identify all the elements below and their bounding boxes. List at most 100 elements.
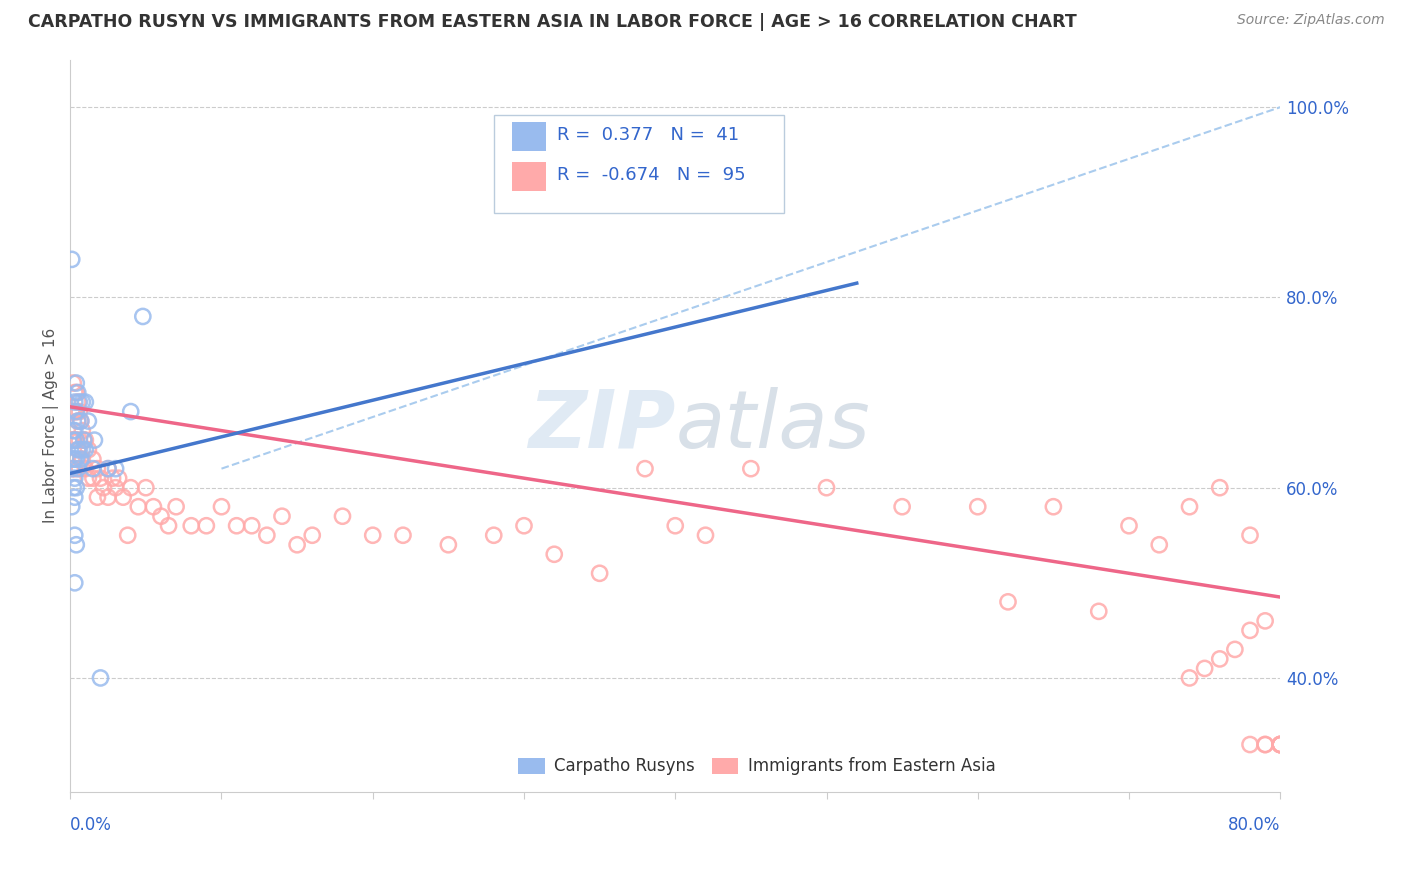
Text: atlas: atlas (675, 387, 870, 465)
Point (240, 518, 263, 533)
Point (65, 404, 87, 418)
Point (63, 395, 86, 409)
Point (65, 481, 87, 495)
Point (1194, 661, 1216, 675)
Point (63, 490, 86, 504)
Point (83, 433, 105, 447)
Point (66, 385, 89, 400)
Point (588, 566, 610, 581)
Point (65, 538, 87, 552)
Point (165, 500, 187, 514)
Point (62, 481, 84, 495)
Point (63, 424, 86, 438)
Point (1118, 518, 1140, 533)
Point (65, 433, 87, 447)
Bar (512, 162, 546, 192)
Point (73, 433, 96, 447)
Point (75, 395, 97, 409)
Point (60, 252, 83, 267)
Point (69, 452, 91, 467)
Point (62, 424, 84, 438)
Point (66, 461, 89, 475)
Point (82, 471, 104, 485)
Point (60, 433, 83, 447)
Point (63, 452, 86, 467)
Text: R =  -0.674   N =  95: R = -0.674 N = 95 (557, 166, 745, 185)
Point (73, 433, 96, 447)
Point (1254, 738, 1277, 752)
Point (63, 575, 86, 590)
Point (1254, 614, 1277, 628)
Point (437, 538, 460, 552)
Point (67, 461, 90, 475)
Point (86, 490, 108, 504)
Point (1178, 500, 1201, 514)
Point (63, 385, 86, 400)
Point (1239, 624, 1261, 638)
Point (82, 461, 104, 475)
Point (1254, 738, 1277, 752)
Point (72, 395, 94, 409)
Text: 80.0%: 80.0% (1227, 816, 1281, 834)
Point (67, 442, 90, 457)
FancyBboxPatch shape (494, 114, 785, 213)
Point (120, 481, 142, 495)
Point (1270, 738, 1292, 752)
Point (891, 500, 914, 514)
Point (1239, 528, 1261, 542)
Point (1270, 738, 1292, 752)
Point (634, 461, 657, 475)
Point (1270, 738, 1292, 752)
Point (62, 461, 84, 475)
Point (62, 433, 84, 447)
Text: Source: ZipAtlas.com: Source: ZipAtlas.com (1237, 13, 1385, 28)
Point (69, 414, 91, 428)
Point (63, 433, 86, 447)
Point (132, 310, 155, 324)
Point (93, 481, 115, 495)
Point (63, 461, 86, 475)
Point (256, 528, 278, 542)
Point (77, 471, 100, 485)
Point (75, 433, 97, 447)
Point (513, 518, 536, 533)
Point (482, 528, 505, 542)
Text: CARPATHO RUSYN VS IMMIGRANTS FROM EASTERN ASIA IN LABOR FORCE | AGE > 16 CORRELA: CARPATHO RUSYN VS IMMIGRANTS FROM EASTER… (28, 13, 1077, 31)
Point (1223, 642, 1246, 657)
Point (65, 385, 87, 400)
Point (60, 461, 83, 475)
Point (65, 376, 87, 390)
Point (67, 404, 90, 418)
Point (1209, 481, 1232, 495)
Point (195, 518, 218, 533)
Point (117, 528, 139, 542)
Point (301, 528, 323, 542)
Text: 0.0%: 0.0% (70, 816, 112, 834)
Point (69, 414, 91, 428)
Point (66, 442, 89, 457)
Point (543, 547, 565, 561)
Point (77, 442, 100, 457)
Point (65, 433, 87, 447)
Point (392, 528, 415, 542)
Point (1209, 652, 1232, 666)
Point (142, 500, 165, 514)
Point (63, 404, 86, 418)
Point (664, 518, 686, 533)
Point (75, 442, 97, 457)
Point (72, 442, 94, 457)
Point (66, 442, 89, 457)
Point (149, 509, 172, 524)
Y-axis label: In Labor Force | Age > 16: In Labor Force | Age > 16 (44, 328, 59, 524)
Point (62, 404, 84, 418)
Point (66, 414, 89, 428)
Point (89, 471, 111, 485)
Point (60, 500, 83, 514)
Point (66, 414, 89, 428)
Point (1178, 671, 1201, 685)
Point (112, 490, 135, 504)
Text: Immigrants from Eastern Asia: Immigrants from Eastern Asia (748, 756, 995, 775)
Point (740, 461, 762, 475)
Point (101, 471, 124, 485)
Point (97, 490, 120, 504)
